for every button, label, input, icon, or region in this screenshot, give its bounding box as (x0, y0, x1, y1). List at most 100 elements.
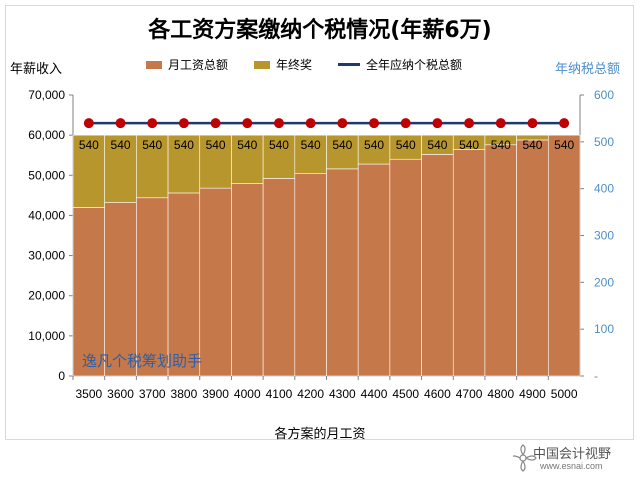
bar-data-label: 540 (111, 138, 131, 152)
y-tick-label: 70,000 (28, 88, 65, 102)
x-tick-label: 4200 (297, 387, 324, 401)
x-tick-label: 3600 (107, 387, 134, 401)
y2-axis-label: 年纳税总额 (555, 62, 621, 77)
bar-salary (516, 139, 549, 377)
bar-salary (136, 197, 169, 377)
footer-site-name: 中国会计视野 (533, 447, 612, 462)
tax-point (464, 118, 475, 129)
bar-data-label: 540 (79, 138, 99, 152)
legend-item-salary: 月工资总额 (146, 56, 228, 73)
y-axis-label: 年薪收入 (10, 62, 63, 77)
tax-point (273, 118, 284, 129)
bar-salary (452, 149, 486, 377)
bar-salary (262, 178, 296, 377)
legend-swatch-tax (338, 63, 361, 66)
bar-salary (421, 154, 454, 377)
tax-point (178, 118, 189, 129)
bar-bonus (104, 134, 137, 203)
bar-data-label: 540 (427, 138, 447, 152)
bar-data-label: 540 (206, 138, 226, 152)
x-tick-label: 3700 (139, 387, 166, 401)
x-tick-label: 4500 (392, 387, 419, 401)
bar-bonus (357, 134, 391, 165)
tax-point (242, 118, 253, 129)
tax-point (527, 118, 538, 129)
chart-title: 各工资方案缴纳个税情况(年薪6万) (148, 18, 492, 43)
bar-data-label: 540 (396, 138, 416, 152)
footer-site-url: www.esnai.com (540, 461, 603, 471)
y2-tick-label: - (594, 369, 598, 383)
legend-label-bonus: 年终奖 (276, 58, 313, 72)
chart-annotation: 逸凡个税筹划助手 (82, 352, 203, 370)
legend: 月工资总额 年终奖 全年应纳个税总额 (146, 56, 462, 73)
bar-data-label: 540 (332, 138, 352, 152)
y-tick-label: 30,000 (28, 249, 65, 263)
x-tick-label: 3500 (75, 387, 102, 401)
y2-tick-label: 300 (594, 229, 614, 243)
bar-data-label: 540 (491, 138, 511, 152)
x-tick-label: 4000 (234, 387, 261, 401)
bar-data-label: 540 (174, 138, 194, 152)
y-tick-label: 50,000 (28, 168, 65, 182)
x-tick-label: 5000 (551, 387, 578, 401)
x-tick-label: 3900 (202, 387, 229, 401)
tax-point (147, 118, 158, 129)
bar-bonus (294, 134, 327, 174)
y-tick-label: 0 (58, 369, 65, 383)
legend-item-tax: 全年应纳个税总额 (338, 56, 462, 73)
bar-data-label: 540 (554, 138, 574, 152)
y2-tick-label: 600 (594, 88, 614, 102)
tax-point (369, 118, 380, 129)
bar-salary (484, 144, 517, 377)
bar-data-label: 540 (301, 138, 321, 152)
y2-tick-label: 500 (594, 135, 614, 149)
legend-item-bonus: 年终奖 (254, 56, 312, 73)
tax-point (400, 118, 411, 129)
bar-bonus (231, 134, 264, 184)
bar-bonus (72, 134, 105, 208)
tax-point (559, 118, 570, 129)
bar-bonus (389, 134, 422, 160)
x-tick-label: 4800 (487, 387, 514, 401)
x-tick-label: 4300 (329, 387, 356, 401)
bar-data-label: 540 (142, 138, 162, 152)
y-tick-label: 10,000 (28, 329, 65, 343)
legend-label-salary: 月工资总额 (168, 58, 229, 72)
bar-salary (294, 173, 327, 377)
bar-data-label: 540 (459, 138, 479, 152)
bar-salary (167, 192, 201, 377)
x-tick-label: 4900 (519, 387, 546, 401)
tax-point (495, 118, 506, 129)
x-tick-label: 4400 (361, 387, 388, 401)
bar-data-label: 540 (237, 138, 257, 152)
tax-point (115, 118, 126, 129)
bar-salary (326, 168, 359, 377)
legend-swatch-salary (146, 60, 162, 69)
tax-point (83, 118, 94, 129)
tax-point (337, 118, 348, 129)
bar-salary (389, 158, 422, 377)
x-tick-label: 3800 (171, 387, 198, 401)
esnai-logo-icon (513, 444, 537, 472)
tax-point (305, 118, 316, 129)
bar-salary (357, 163, 391, 377)
y2-tick-label: 200 (594, 275, 614, 289)
x-tick-label: 4700 (456, 387, 483, 401)
y2-tick-label: 400 (594, 182, 614, 196)
bar-data-label: 540 (269, 138, 289, 152)
bar-data-label: 540 (522, 138, 542, 152)
y2-tick-label: 100 (594, 322, 614, 336)
bar-salary (231, 183, 264, 377)
bar-salary (548, 134, 581, 377)
bar-salary (199, 187, 232, 377)
chart-frame (5, 5, 634, 440)
x-tick-label: 4600 (424, 387, 451, 401)
x-axis-label: 各方案的月工资 (274, 427, 366, 442)
bar-bonus (326, 134, 359, 170)
x-tick-label: 4100 (266, 387, 293, 401)
tax-point (432, 118, 443, 129)
y-tick-label: 40,000 (28, 208, 65, 222)
tax-point (210, 118, 221, 129)
y-tick-label: 20,000 (28, 289, 65, 303)
bar-bonus (136, 134, 169, 199)
